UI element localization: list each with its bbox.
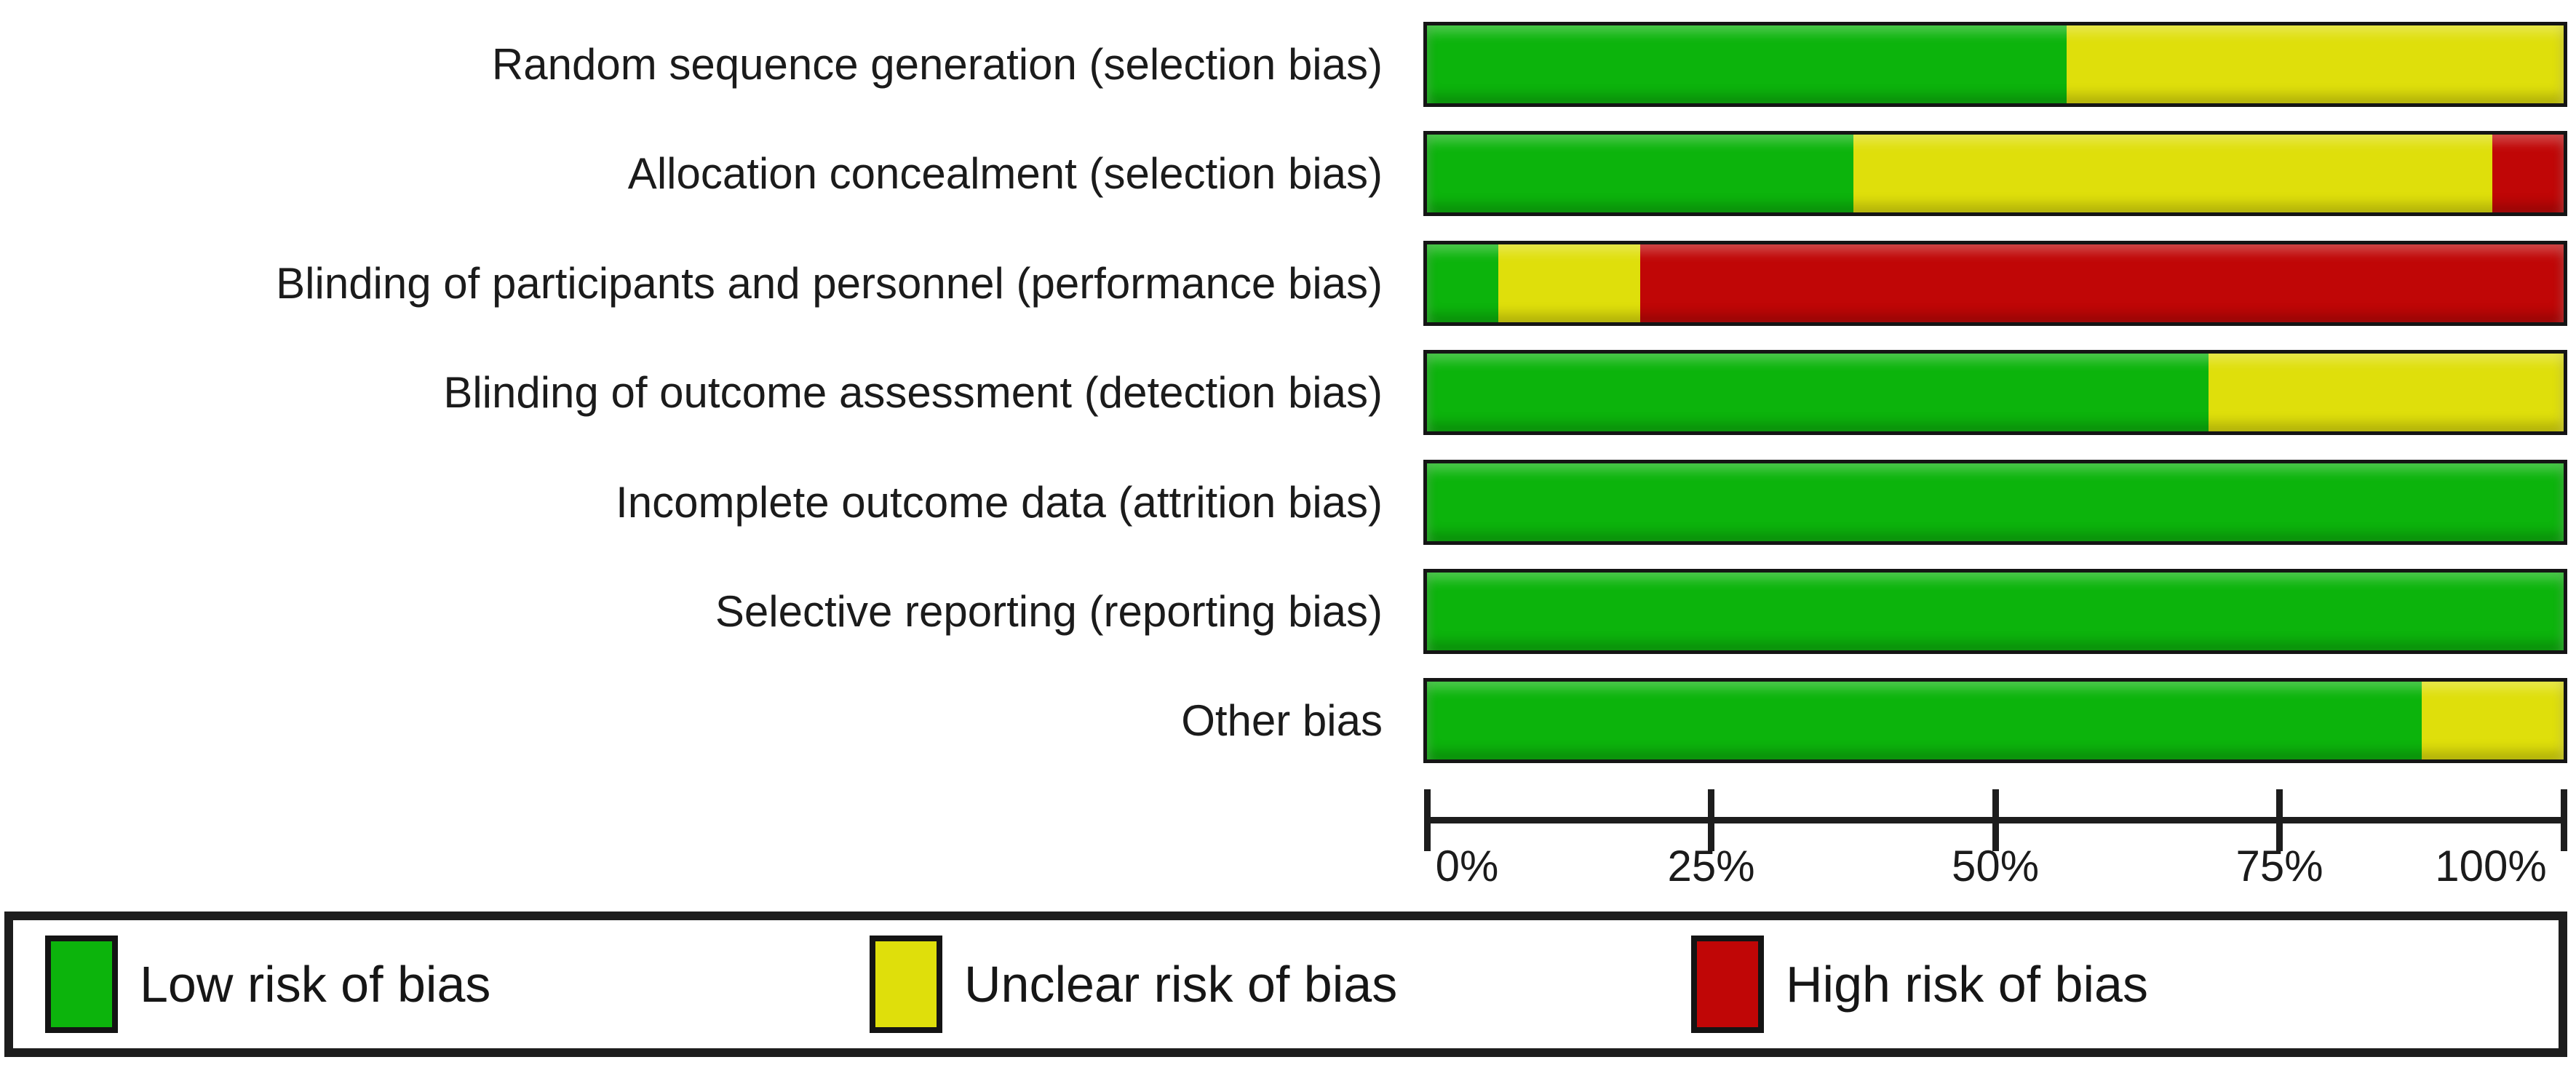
- bar-segment-low-risk: [1427, 682, 2422, 760]
- bar-segment-high-risk: [2492, 135, 2564, 213]
- risk-bar: [1423, 569, 2567, 654]
- bar-segment-unclear-risk: [1853, 135, 2493, 213]
- bar-segment-unclear-risk: [2421, 682, 2564, 760]
- legend-item-label: Low risk of bias: [140, 956, 491, 1013]
- bar-segment-low-risk: [1427, 244, 1498, 322]
- risk-bar: [1423, 22, 2567, 107]
- category-label: Blinding of outcome assessment (detectio…: [443, 368, 1383, 418]
- risk-bar: [1423, 240, 2567, 326]
- x-axis-tick-label: 50%: [1951, 842, 2040, 890]
- category-label: Random sequence generation (selection bi…: [491, 40, 1383, 89]
- category-label: Blinding of participants and personnel (…: [276, 258, 1383, 308]
- x-axis-tick-label: 25%: [1667, 842, 1755, 890]
- x-axis-tick: [1708, 789, 1714, 851]
- x-axis-tick-label: 0%: [1435, 842, 1499, 890]
- bar-segment-low-risk: [1427, 25, 2067, 103]
- category-label: Selective reporting (reporting bias): [715, 587, 1383, 636]
- bar-segment-high-risk: [1639, 244, 2564, 322]
- legend-item-label: Unclear risk of bias: [964, 956, 1398, 1013]
- risk-bar: [1423, 459, 2567, 545]
- risk-bar: [1423, 131, 2567, 217]
- x-axis-tick: [2276, 789, 2283, 851]
- legend-swatch-low-risk: [45, 936, 118, 1033]
- bar-segment-unclear-risk: [1498, 244, 1640, 322]
- legend-item: Unclear risk of bias: [870, 920, 1397, 1048]
- bar-segment-low-risk: [1427, 354, 2209, 432]
- x-axis-tick: [2560, 789, 2567, 851]
- x-axis-tick-label: 75%: [2235, 842, 2323, 890]
- x-axis-tick: [1992, 789, 1999, 851]
- x-axis-tick: [1423, 789, 1431, 851]
- bar-segment-unclear-risk: [2066, 25, 2564, 103]
- bar-segment-low-risk: [1427, 463, 2564, 541]
- risk-bar: [1423, 350, 2567, 436]
- bar-segment-low-risk: [1427, 135, 1853, 213]
- legend-item: Low risk of bias: [45, 920, 490, 1048]
- risk-bar: [1423, 678, 2567, 764]
- bar-segment-unclear-risk: [2208, 354, 2564, 432]
- legend-box: Low risk of bias Unclear risk of bias High…: [4, 912, 2567, 1057]
- category-label: Incomplete outcome data (attrition bias): [616, 477, 1383, 527]
- category-label: Allocation concealment (selection bias): [627, 149, 1383, 199]
- legend-item-label: High risk of bias: [1786, 956, 2148, 1013]
- category-label: Other bias: [1181, 696, 1383, 746]
- legend-swatch-unclear-risk: [870, 936, 942, 1033]
- legend-swatch-high-risk: [1691, 936, 1764, 1033]
- legend-item: High risk of bias: [1691, 920, 2148, 1048]
- x-axis-tick-label: 100%: [2435, 842, 2547, 890]
- bar-segment-low-risk: [1427, 573, 2564, 650]
